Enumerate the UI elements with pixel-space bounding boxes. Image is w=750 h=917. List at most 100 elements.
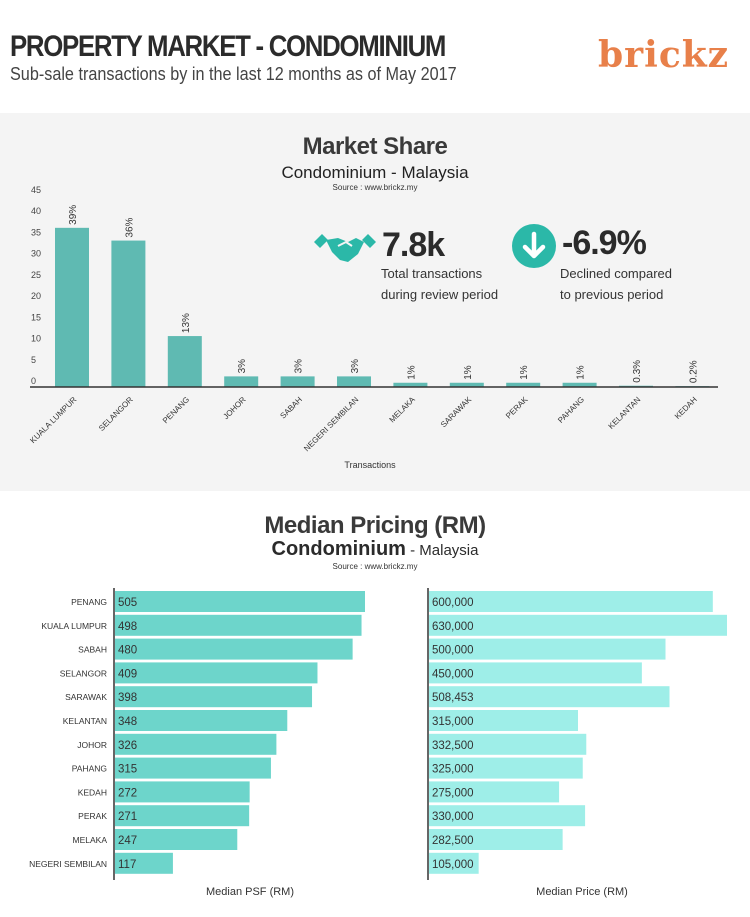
bar xyxy=(115,852,173,874)
y-tick-label: 10 xyxy=(31,334,41,344)
x-tick-label: SABAH xyxy=(278,395,304,421)
category-label: JOHOR xyxy=(77,740,107,750)
bar xyxy=(115,829,238,850)
bar-value-label: 272 xyxy=(118,787,137,799)
bar xyxy=(429,757,583,779)
bar-value-label: 3% xyxy=(237,359,248,374)
x-tick-label: KUALA LUMPUR xyxy=(28,395,78,445)
y-tick-label: 30 xyxy=(31,249,41,259)
bar-value-label: 630,000 xyxy=(432,621,474,633)
bar xyxy=(429,662,642,684)
x-tick-label: KELANTAN xyxy=(607,395,643,431)
bar-value-label: 105,000 xyxy=(432,859,474,871)
stat-total-value: 7.8k xyxy=(382,226,445,264)
bar xyxy=(115,710,288,731)
bar-value-label: 409 xyxy=(118,668,137,680)
brickz-logo: brickz xyxy=(598,34,730,76)
y-tick-label: 35 xyxy=(31,227,41,237)
page-title: PROPERTY MARKET - CONDOMINIUM xyxy=(10,30,446,63)
x-tick-label: PAHANG xyxy=(556,395,586,425)
category-label: SARAWAK xyxy=(65,692,107,702)
bar-value-label: 325,000 xyxy=(432,764,474,776)
bar xyxy=(115,757,271,779)
bar-value-label: 1% xyxy=(576,365,587,380)
x-axis-label: Transactions xyxy=(344,460,396,470)
bar-value-label: 498 xyxy=(118,621,137,633)
market-share-chart: 0 5 10 15 20 25 30 35 40 45 39% KUALA LUMPUR 36% SELA… xyxy=(28,185,718,470)
market-share-source: Source : www.brickz.my xyxy=(332,183,418,192)
bar xyxy=(167,336,202,387)
category-label: KELANTAN xyxy=(63,716,107,726)
bar-value-label: 348 xyxy=(118,716,137,728)
bar xyxy=(115,614,362,636)
bar xyxy=(115,733,277,755)
category-label: KEDAH xyxy=(78,787,107,797)
bar-value-label: 39% xyxy=(68,205,79,225)
x-tick-label: KEDAH xyxy=(673,395,699,421)
category-label: NEGERI SEMBILAN xyxy=(29,859,107,869)
x-tick-label: PENANG xyxy=(161,395,191,425)
bar-value-label: 330,000 xyxy=(432,811,474,823)
x-axis-label: Median PSF (RM) xyxy=(206,886,294,898)
bar xyxy=(429,781,560,803)
bar xyxy=(337,376,371,387)
bar-value-label: 500,000 xyxy=(432,645,474,657)
category-label: SELANGOR xyxy=(60,668,107,678)
bar-value-label: 315,000 xyxy=(432,716,474,728)
bar xyxy=(115,591,365,612)
bar xyxy=(224,376,259,387)
bar xyxy=(429,829,563,850)
y-tick-label: 5 xyxy=(31,355,36,365)
bar-value-label: 0.3% xyxy=(632,360,643,383)
bar xyxy=(449,382,484,387)
market-share-subtitle: Condominium - Malaysia xyxy=(281,163,469,182)
bar xyxy=(429,733,587,755)
stat-desc-line: during review period xyxy=(381,287,499,302)
x-tick-label: JOHOR xyxy=(221,395,247,421)
bar xyxy=(115,686,313,708)
market-share-title: Market Share xyxy=(302,133,448,160)
page-subtitle: Sub-sale transactions by in the last 12 … xyxy=(10,64,457,84)
stat-change-desc: Declined compared to previous period xyxy=(560,263,700,305)
x-tick-label: SELANGOR xyxy=(97,395,135,433)
category-label: KUALA LUMPUR xyxy=(41,621,107,631)
y-tick-label: 15 xyxy=(31,312,41,322)
category-label: PENANG xyxy=(71,597,107,607)
bar-value-label: 1% xyxy=(406,365,417,380)
y-tick-label: 0 xyxy=(31,376,36,386)
bar xyxy=(55,227,89,387)
bar xyxy=(506,382,541,387)
stat-desc-line: to previous period xyxy=(560,287,664,302)
x-axis-label: Median Price (RM) xyxy=(536,886,628,898)
bar-value-label: 3% xyxy=(350,359,361,374)
bar-value-label: 3% xyxy=(294,359,305,374)
bar-value-label: 508,453 xyxy=(432,692,474,704)
median-sub-rest: - Malaysia xyxy=(405,542,479,559)
handshake-icon xyxy=(314,234,376,262)
median-pricing-chart: PENANG KUALA LUMPUR SABAH SELANGOR SARAWAK KE… xyxy=(29,588,727,898)
bar-value-label: 326 xyxy=(118,740,137,752)
bar xyxy=(115,805,250,827)
y-tick-label: 45 xyxy=(31,185,41,195)
bar-value-label: 1% xyxy=(519,365,530,380)
bar-value-label: 505 xyxy=(118,597,137,609)
bar xyxy=(115,662,318,684)
bar-value-label: 1% xyxy=(463,365,474,380)
arrow-down-circle-icon xyxy=(512,224,556,268)
y-tick-label: 25 xyxy=(31,270,41,280)
stat-desc-line: Total transactions xyxy=(381,266,483,281)
bar xyxy=(429,686,670,708)
bar-value-label: 480 xyxy=(118,645,137,657)
bar xyxy=(115,638,353,660)
x-tick-label: PERAK xyxy=(504,395,530,421)
bar-value-label: 450,000 xyxy=(432,668,474,680)
stat-change-value: -6.9% xyxy=(562,224,647,262)
bar-value-label: 247 xyxy=(118,835,137,847)
bar-value-label: 315 xyxy=(118,764,137,776)
stat-total-desc: Total transactions during review period xyxy=(381,263,521,305)
bar-value-label: 332,500 xyxy=(432,740,474,752)
bar-value-label: 36% xyxy=(124,217,135,237)
stat-desc-line: Declined compared xyxy=(560,266,673,281)
bar xyxy=(429,591,713,612)
bar-value-label: 271 xyxy=(118,811,137,823)
